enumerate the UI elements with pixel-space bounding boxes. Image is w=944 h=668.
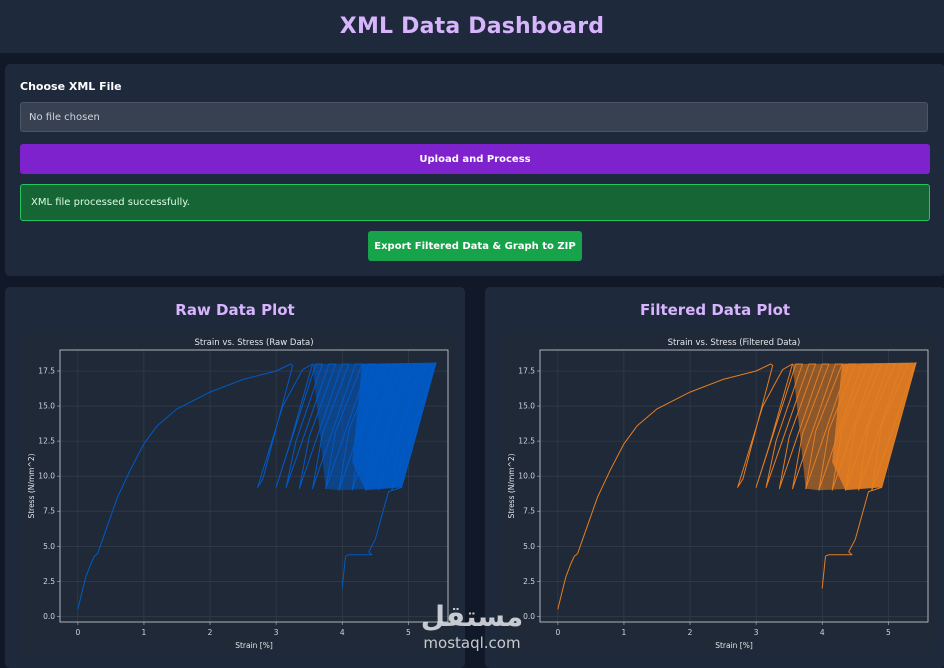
y-tick-label: 0.0: [523, 612, 535, 621]
y-tick-label: 10.0: [518, 472, 535, 481]
filtered-plot-title: Filtered Data Plot: [639, 301, 791, 319]
raw-data-chart: 0 1 2 3 4 5 0.0 2.5 5.0 7.5 10.0 12.5 15.0 17.5 Strain…: [20, 332, 456, 654]
app-header: XML Data Dashboard: [0, 0, 944, 53]
watermark-text: mostaql.com: [423, 634, 521, 652]
y-tick-label: 0.0: [43, 612, 55, 621]
y-tick-label: 10.0: [38, 472, 55, 481]
y-tick-label: 17.5: [518, 367, 535, 376]
y-tick-label: 12.5: [38, 437, 55, 446]
chart-title: Strain vs. Stress (Filtered Data): [668, 338, 801, 348]
x-tick-label: 3: [274, 628, 279, 637]
y-axis-label: Stress (N/mm^2): [507, 453, 516, 518]
y-tick-label: 7.5: [43, 507, 55, 516]
x-tick-label: 0: [555, 628, 560, 637]
y-tick-label: 17.5: [38, 367, 55, 376]
y-tick-label: 12.5: [518, 437, 535, 446]
y-tick-label: 2.5: [523, 577, 535, 586]
chart-title: Strain vs. Stress (Raw Data): [194, 338, 313, 348]
x-axis-label: Strain [%]: [715, 641, 753, 650]
filtered-plot-panel: Filtered Data Plot 0 1 2 3 4 5 0.0 2.5 5.0 7.5 10.…: [485, 287, 944, 668]
page-title: XML Data Dashboard: [339, 14, 605, 39]
y-tick-label: 15.0: [518, 402, 535, 411]
series-line: [77, 362, 437, 610]
x-tick-label: 0: [75, 628, 80, 637]
y-tick-label: 15.0: [38, 402, 55, 411]
success-alert: XML file processed successfully.: [20, 184, 930, 221]
upload-panel: Choose XML File No file chosen Upload an…: [5, 64, 944, 276]
export-zip-button[interactable]: Export Filtered Data & Graph to ZIP: [368, 231, 582, 261]
file-label: Choose XML File: [20, 80, 122, 93]
series-line: [557, 362, 917, 610]
upload-and-process-button[interactable]: Upload and Process: [20, 144, 930, 174]
filtered-data-chart: 0 1 2 3 4 5 0.0 2.5 5.0 7.5 10.0 12.5 15.0 17.5 Strain…: [500, 332, 936, 654]
x-tick-label: 1: [142, 628, 147, 637]
y-axis-label: Stress (N/mm^2): [27, 453, 36, 518]
x-tick-label: 4: [820, 628, 825, 637]
x-tick-label: 5: [886, 628, 891, 637]
x-axis-label: Strain [%]: [235, 641, 273, 650]
plot-frame: [59, 349, 449, 623]
x-tick-label: 2: [688, 628, 693, 637]
x-tick-label: 5: [406, 628, 411, 637]
x-tick-label: 3: [754, 628, 759, 637]
raw-plot-title: Raw Data Plot: [175, 301, 295, 319]
watermark-logo: مستقل: [420, 600, 524, 633]
file-input[interactable]: No file chosen: [20, 102, 928, 132]
watermark: مستقل mostaql.com: [414, 600, 530, 660]
x-tick-label: 4: [340, 628, 345, 637]
plot-frame: [539, 349, 929, 623]
y-tick-label: 2.5: [43, 577, 55, 586]
x-tick-label: 2: [208, 628, 213, 637]
y-tick-label: 5.0: [523, 542, 535, 551]
y-tick-label: 5.0: [43, 542, 55, 551]
x-tick-label: 1: [622, 628, 627, 637]
raw-plot-panel: Raw Data Plot 0 1 2 3 4 5 0.0 2.5 5.0 7.5 10.0 12.5…: [5, 287, 465, 668]
y-tick-label: 7.5: [523, 507, 535, 516]
